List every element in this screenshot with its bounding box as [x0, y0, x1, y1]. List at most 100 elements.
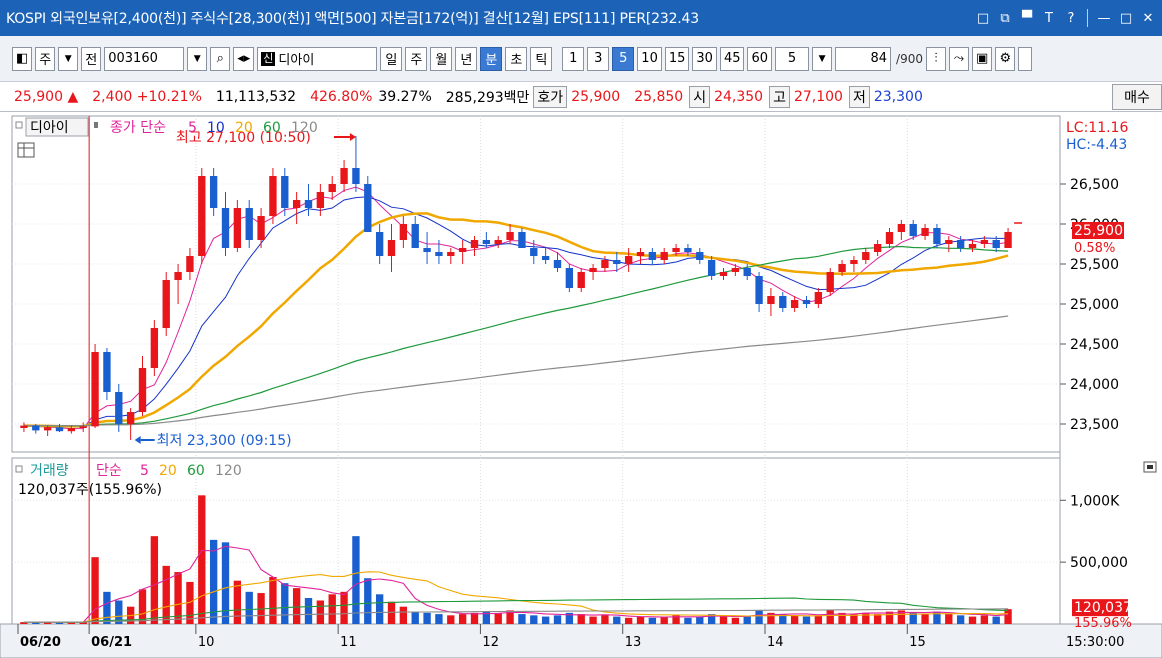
volume-legend-ma-5: 5 [140, 463, 149, 479]
interval-60-button[interactable]: 60 [747, 46, 773, 71]
candle [186, 256, 194, 272]
period-tick-button[interactable]: 틱 [530, 46, 553, 71]
candle [364, 184, 372, 232]
candle [909, 224, 917, 236]
volume-bar [506, 610, 514, 624]
lc-label: LC:11.16 [1066, 120, 1128, 136]
chart-area[interactable]: 06/2006/2110111213141515:30:0026,50026,0… [0, 112, 1162, 658]
volume-tick-label: 1,000K [1070, 493, 1120, 509]
candle [838, 264, 846, 272]
candle [755, 276, 763, 304]
candle [198, 176, 206, 256]
maximize-icon[interactable]: □ [1119, 10, 1133, 26]
legend-ma-120: 120 [291, 120, 318, 136]
up-arrow-icon: ▲ [67, 88, 79, 105]
restore-icon[interactable]: □ [976, 10, 990, 26]
period-week-button[interactable]: 주 [405, 46, 428, 71]
current-volume-tag-text: 120,037 [1074, 600, 1132, 616]
speaker-icon[interactable]: ◂▸ [233, 46, 255, 71]
y-tick-label: 25,500 [1070, 257, 1119, 273]
interval-dropdown-icon[interactable]: ▼ [812, 46, 833, 71]
minimize-icon[interactable]: — [1097, 10, 1111, 26]
buy-button[interactable]: 매수 [1112, 84, 1162, 110]
period-minute-button[interactable]: 분 [480, 46, 503, 71]
legend-divider [94, 122, 98, 128]
candle [790, 300, 799, 308]
volume-bar [589, 616, 597, 624]
change-pct: +10.21% [136, 88, 202, 105]
interval-select[interactable]: 5 [775, 46, 810, 71]
volume-bar [897, 610, 906, 624]
pin-icon[interactable]: ▀ [1022, 10, 1032, 26]
price-panel[interactable] [11, 115, 1061, 453]
volume-bar [956, 615, 965, 624]
candle [340, 168, 348, 184]
option-checkbox[interactable] [1018, 46, 1033, 71]
volume-bar [826, 610, 834, 624]
volume-bar [43, 621, 52, 624]
candle [281, 176, 289, 208]
candle [648, 252, 657, 260]
volume-bar [482, 611, 491, 624]
save-icon[interactable]: ▣ [971, 46, 993, 71]
volume-bar [138, 589, 147, 624]
volume-legend-toggle-icon[interactable] [15, 465, 23, 473]
candle [174, 272, 182, 280]
layout-icon[interactable]: ◧ [12, 46, 33, 71]
legend-name-box[interactable] [25, 117, 89, 137]
market-dropdown-icon[interactable]: ▼ [58, 46, 79, 71]
chart-svg[interactable]: 06/2006/2110111213141515:30:0026,50026,0… [0, 112, 1162, 658]
interval-5-button[interactable]: 5 [612, 46, 635, 71]
count-input[interactable]: 84 [835, 46, 892, 71]
text-icon[interactable]: T [1045, 10, 1053, 26]
open-price: 24,350 [714, 88, 764, 105]
interval-15-button[interactable]: 15 [664, 46, 690, 71]
current-volume-tag [1072, 599, 1128, 617]
interval-1-button[interactable]: 1 [562, 46, 585, 71]
volume-bar [862, 612, 870, 624]
scope-label[interactable]: 전 [81, 46, 102, 71]
candle [933, 228, 941, 244]
candle [387, 240, 396, 256]
volume-bar [447, 615, 455, 624]
candle [992, 240, 1000, 248]
legend-stock-name: 디아이 [30, 120, 69, 136]
indicator-icon[interactable]: ⤳ [948, 46, 969, 71]
legend-toggle-icon[interactable] [15, 121, 23, 129]
gear-icon[interactable]: ⚙ [995, 46, 1016, 71]
candle-type-icon[interactable]: ⫶ [925, 46, 946, 71]
period-second-button[interactable]: 초 [505, 46, 528, 71]
code-dropdown-icon[interactable]: ▼ [187, 46, 208, 71]
code-input[interactable]: 003160 [104, 46, 185, 71]
high-price: 27,100 [793, 88, 843, 105]
candle [707, 260, 716, 276]
popout-icon[interactable]: ⧉ [1000, 10, 1010, 26]
period-day-button[interactable]: 일 [380, 46, 403, 71]
volume-current-label: 120,037주(155.96%) [18, 482, 162, 498]
help-icon[interactable]: ? [1067, 10, 1075, 26]
period-year-button[interactable]: 년 [455, 46, 478, 71]
volume-bar [174, 572, 182, 624]
stock-name-box[interactable]: 신 디아이 [257, 46, 378, 71]
market-select[interactable]: 주 [35, 46, 56, 71]
period-month-button[interactable]: 월 [430, 46, 453, 71]
candle [352, 168, 360, 184]
table-icon[interactable] [17, 142, 35, 158]
candle [435, 252, 443, 256]
volume-bar [186, 581, 194, 624]
interval-45-button[interactable]: 45 [719, 46, 745, 71]
candle [162, 280, 170, 328]
interval-10-button[interactable]: 10 [637, 46, 662, 71]
search-icon[interactable]: ⌕ [210, 46, 231, 71]
volume-bar [79, 622, 87, 624]
time-label: 15:30:00 [1066, 635, 1124, 650]
volume-legend-ma-120: 120 [215, 463, 242, 479]
interval-30-button[interactable]: 30 [692, 46, 717, 71]
volume-legend-ma-20: 20 [159, 463, 177, 479]
volume-bar [221, 542, 230, 624]
candle [55, 427, 64, 432]
interval-3-button[interactable]: 3 [587, 46, 610, 71]
quote-info-row: 25,900 ▲ 2,400 +10.21% 11,113,532 426.80… [0, 82, 1162, 112]
volume-legend-series: 단순 [96, 463, 122, 479]
close-icon[interactable]: ✕ [1142, 10, 1154, 26]
